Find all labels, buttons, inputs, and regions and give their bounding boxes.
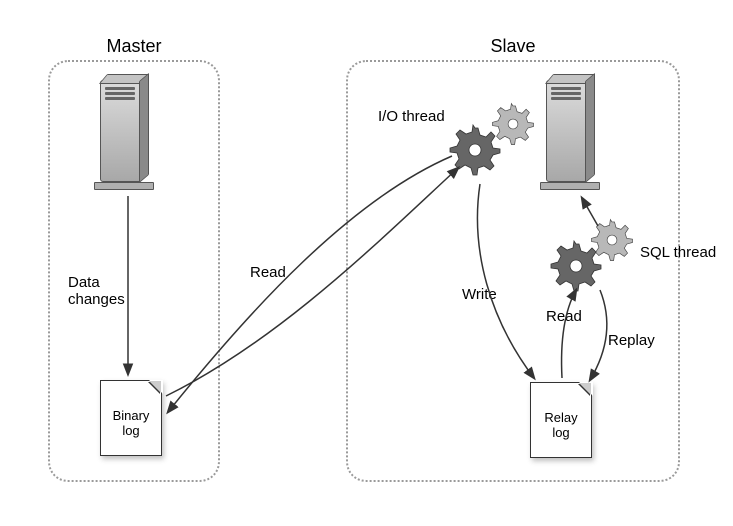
sql-thread-gear-icon: [548, 218, 644, 298]
slave-server-icon: [546, 80, 610, 190]
relay-log-label: Relay log: [531, 411, 591, 441]
relay-log-doc-icon: Relay log: [530, 382, 592, 458]
write-label: Write: [462, 286, 497, 303]
master-server-icon: [100, 80, 164, 190]
binary-log-doc-icon: Binary log: [100, 380, 162, 456]
master-title: Master: [106, 36, 161, 57]
sql-thread-label: SQL thread: [640, 244, 716, 261]
slave-title: Slave: [490, 36, 535, 57]
read-relay-label: Read: [546, 308, 582, 325]
binary-log-label: Binary log: [101, 409, 161, 439]
data-changes-label: Data changes: [68, 274, 130, 309]
io-thread-gear-icon: [445, 100, 541, 180]
io-thread-label: I/O thread: [378, 108, 445, 125]
diagram-canvas: Master Slave: [0, 0, 733, 526]
read-cross-label: Read: [250, 264, 286, 281]
replay-label: Replay: [608, 332, 655, 349]
